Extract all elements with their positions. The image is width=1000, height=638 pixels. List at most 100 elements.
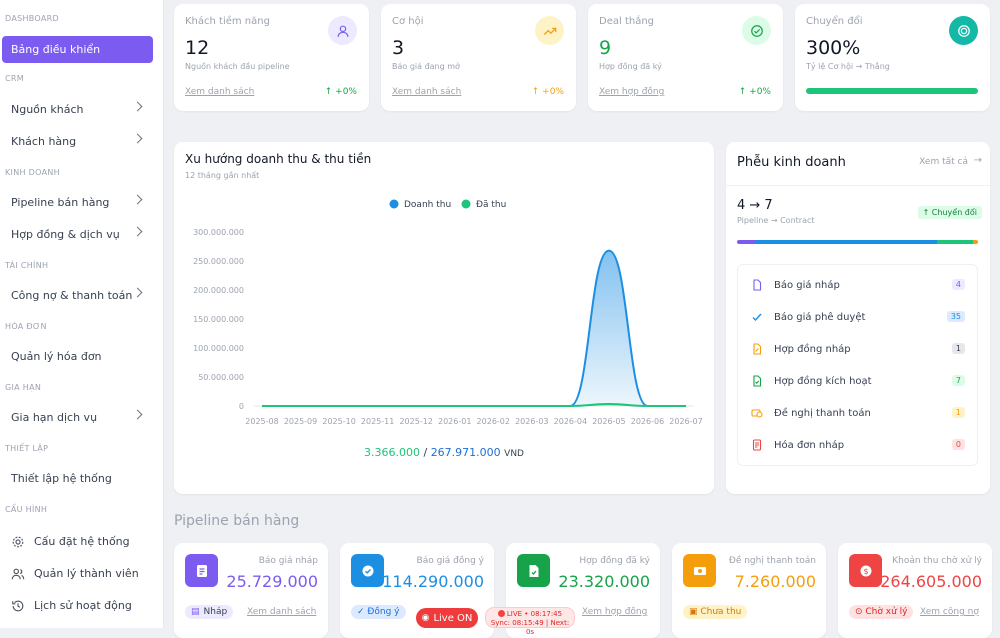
chevron-right-icon	[132, 287, 143, 298]
x-tick-label: 2026-02	[477, 417, 510, 426]
section-crm: CRM	[5, 74, 24, 83]
stage-segment	[973, 240, 978, 244]
sidebar-item-history[interactable]: Lịch sử hoạt động	[2, 592, 153, 619]
funnel-item-count: 35	[946, 311, 965, 322]
x-tick-label: 2026-05	[592, 417, 625, 426]
section-dashboard: DASHBOARD	[5, 14, 59, 23]
kpi-change: ↑ +0%	[531, 87, 564, 97]
sidebar-item-settings[interactable]: Cấu đặt hệ thống	[2, 528, 153, 555]
sidebar-item-contracts[interactable]: Hợp đồng & dịch vụ	[2, 221, 153, 248]
live-dot-icon	[497, 610, 505, 617]
sidebar-item-members[interactable]: Quản lý thành viên	[2, 560, 153, 587]
x-tick-label: 2026-03	[515, 417, 548, 426]
pipeline-card-quote-draft: Báo giá nháp 25.729.000 ▤ Nháp Xem danh s…	[174, 543, 328, 638]
sidebar-item-customers[interactable]: Khách hàng	[2, 128, 153, 155]
pipeline-card-link[interactable]: Xem danh sách	[247, 607, 317, 617]
pipeline-card-tag: ▣ Chưa thu	[683, 605, 748, 619]
x-tick-label: 2025-08	[245, 417, 278, 426]
pipeline-card-tag: ▤ Nháp	[185, 605, 234, 619]
funnel-item-invoice-draft[interactable]: Hóa đơn nháp 0	[738, 429, 977, 461]
sidebar-item-label: Khách hàng	[11, 135, 77, 148]
pipeline-card-value: 25.729.000	[226, 572, 318, 591]
sidebar-item-label: Gia hạn dịch vụ	[11, 411, 98, 424]
chart-subtitle: 12 tháng gần nhất	[185, 170, 259, 180]
y-tick-label: 250.000.000	[193, 257, 244, 266]
pipeline-section-title: Pipeline bán hàng	[174, 513, 300, 529]
funnel-item-label: Hóa đơn nháp	[774, 439, 845, 451]
funnel-item-count: 0	[951, 439, 965, 450]
summary-revenue: 267.971.000	[430, 446, 501, 459]
pipeline-card-tag-text: Nháp	[203, 607, 228, 617]
pipeline-card-label: Báo giá đồng ý	[416, 556, 484, 566]
kpi-view-link[interactable]: Xem danh sách	[392, 87, 462, 97]
sidebar-item-label: Thiết lập hệ thống	[11, 472, 112, 485]
funnel-item-label: Hợp đồng kích hoạt	[774, 375, 872, 387]
draft-icon: ▤	[191, 607, 200, 617]
funnel-item-contract-active[interactable]: Hợp đồng kích hoạt 7	[738, 365, 977, 397]
kpi-change: ↑ +0%	[324, 87, 357, 97]
live-toggle-button[interactable]: ◉ Live ON	[416, 608, 478, 628]
sidebar-item-dashboard[interactable]: Bảng điều khiển	[2, 36, 153, 63]
sync-status: LIVE • 08:17:45 Sync: 08:15:49 | Next: 0…	[485, 607, 575, 636]
kpi-label: Chuyển đổi	[806, 16, 863, 27]
sidebar-item-setup[interactable]: Thiết lập hệ thống	[2, 465, 153, 492]
pipeline-card-label: Khoản thu chờ xử lý	[892, 556, 982, 566]
funnel-conversion-sub: Pipeline → Contract	[737, 216, 815, 225]
pipeline-card-link[interactable]: Xem hợp đồng	[582, 607, 648, 617]
pipeline-card-value: 23.320.000	[558, 572, 650, 591]
sidebar-item-leads[interactable]: Nguồn khách	[2, 96, 153, 123]
kpi-change: ↑ +0%	[738, 87, 771, 97]
pipeline-card-label: Đề nghị thanh toán	[728, 556, 816, 566]
x-tick-label: 2025-10	[322, 417, 355, 426]
kpi-subtitle: Báo giá đang mở	[392, 62, 460, 71]
funnel-item-quote-approved[interactable]: Báo giá phê duyệt 35	[738, 301, 977, 333]
money-icon: $	[849, 554, 882, 587]
funnel-item-label: Báo giá nháp	[774, 279, 840, 291]
funnel-stage-bar	[737, 240, 978, 244]
signed-contract-icon	[517, 554, 550, 587]
sidebar-item-label: Cấu đặt hệ thống	[34, 535, 130, 548]
contract-draft-icon	[750, 342, 764, 356]
stage-segment	[937, 240, 974, 244]
sidebar-item-pipeline[interactable]: Pipeline bán hàng	[2, 189, 153, 216]
kpi-card-deals-won: Deal thắng 9 Hợp đồng đã ký Xem hợp đồng…	[588, 4, 783, 111]
sidebar-item-renewal[interactable]: Gia hạn dịch vụ	[2, 404, 153, 431]
pipeline-card-label: Báo giá nháp	[258, 556, 318, 566]
x-tick-label: 2026-01	[438, 417, 471, 426]
section-setup: THIẾT LẬP	[5, 444, 49, 453]
y-tick-label: 0	[239, 402, 244, 411]
funnel-item-payment-request[interactable]: Đề nghị thanh toán 1	[738, 397, 977, 429]
kpi-view-link[interactable]: Xem danh sách	[185, 87, 255, 97]
kpi-subtitle: Hợp đồng đã ký	[599, 62, 662, 71]
pipeline-card-payment-request: Đề nghị thanh toán 7.260.000 ▣ Chưa thu	[672, 543, 826, 638]
check-circle-icon	[742, 16, 771, 45]
series-area-0	[262, 250, 686, 406]
user-icon	[328, 16, 357, 45]
funnel-item-quote-draft[interactable]: Báo giá nháp 4	[738, 269, 977, 301]
summary-paid: 3.366.000	[363, 446, 420, 459]
x-tick-label: 2026-06	[631, 417, 664, 426]
sidebar-item-invoices[interactable]: Quản lý hóa đơn	[2, 343, 153, 370]
kpi-card-leads: Khách tiềm năng 12 Nguồn khách đầu pipel…	[174, 4, 369, 111]
sidebar-item-label: Quản lý thành viên	[34, 567, 139, 580]
check-icon	[750, 310, 764, 324]
target-icon	[949, 16, 978, 45]
sidebar-item-label: Hợp đồng & dịch vụ	[11, 228, 120, 241]
funnel-item-label: Hợp đồng nháp	[774, 343, 851, 355]
y-tick-label: 150.000.000	[193, 315, 244, 324]
arrow-right-icon[interactable]: →	[973, 155, 982, 166]
divider	[726, 185, 990, 186]
gear-icon	[11, 535, 25, 549]
funnel-view-all-link[interactable]: Xem tất cả	[919, 157, 968, 167]
pipeline-card-link[interactable]: Xem công nợ	[920, 607, 979, 617]
sidebar-item-label: Nguồn khách	[11, 103, 84, 116]
funnel-item-count: 7	[951, 375, 965, 386]
kpi-label: Khách tiềm năng	[185, 16, 270, 27]
check-badge-icon	[351, 554, 384, 587]
kpi-view-link[interactable]: Xem hợp đồng	[599, 87, 665, 97]
sidebar-item-debt[interactable]: Công nợ & thanh toán	[2, 282, 153, 309]
section-config: CẤU HÌNH	[5, 505, 48, 514]
funnel-item-contract-draft[interactable]: Hợp đồng nháp 1	[738, 333, 977, 365]
pipeline-card-label: Hợp đồng đã ký	[579, 556, 650, 566]
kpi-card-opportunities: Cơ hội 3 Báo giá đang mở Xem danh sách ↑…	[381, 4, 576, 111]
